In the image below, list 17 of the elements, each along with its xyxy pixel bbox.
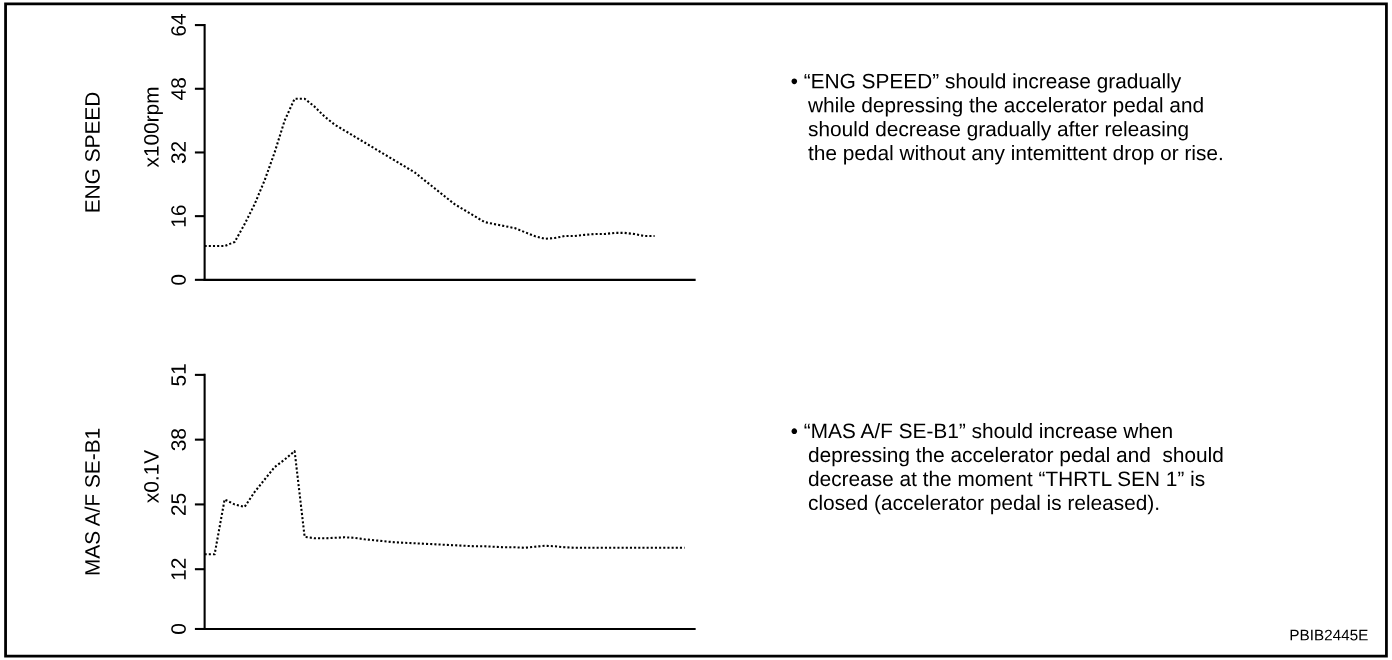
text: PBIB2445E bbox=[1290, 629, 1368, 641]
y-tick-label: 32 bbox=[171, 141, 186, 164]
y-tick-label: 0 bbox=[171, 274, 186, 285]
text: • “ENG SPEED” should increase gradually while depressing the accelerator pedal and should decrease gradually after releasing the pedal without any intemittent drop or rise. bbox=[791, 73, 1222, 165]
y-tick-label: 25 bbox=[171, 493, 186, 515]
text: x0.1V bbox=[144, 449, 159, 503]
y-tick-label: 0 bbox=[171, 624, 186, 634]
text: x100rpm bbox=[144, 87, 163, 168]
y-tick-label: 48 bbox=[171, 78, 186, 100]
y-axis-title: MAS A/F SE-B1 bbox=[84, 428, 100, 575]
text: • “MAS A/F SE-B1” should increase when depressing the accelerator pedal and should decrease at the moment “THRTL SEN 1” is closed (accelerator pedal is released). bbox=[791, 422, 1223, 515]
y-tick-label: 16 bbox=[171, 205, 186, 227]
y-tick-label: 12 bbox=[171, 558, 186, 580]
y-tick-label: 64 bbox=[171, 14, 186, 36]
y-axis-title: ENG SPEED bbox=[85, 92, 100, 212]
y-tick-label: 38 bbox=[171, 428, 186, 451]
y-tick-label: 51 bbox=[171, 364, 186, 386]
